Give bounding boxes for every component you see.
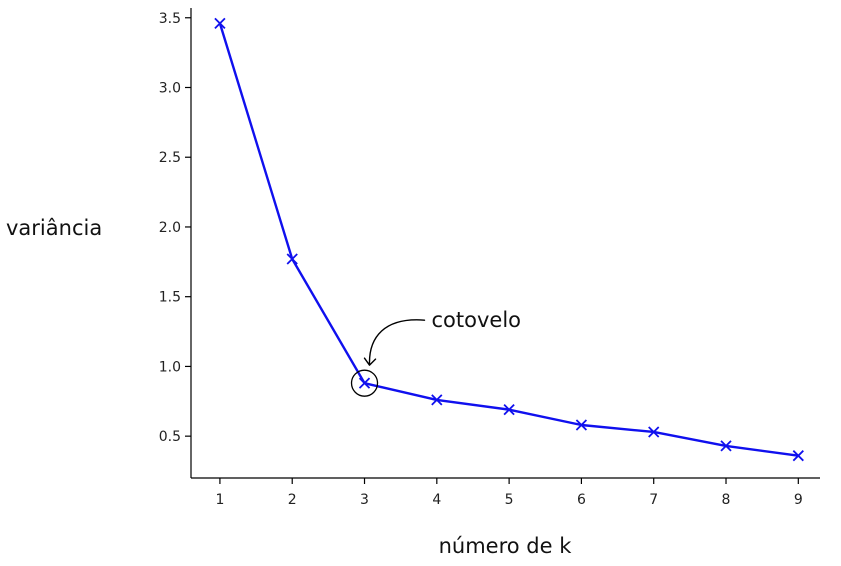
y-tick-label: 1.5: [159, 290, 181, 306]
y-tick-label: 3.0: [159, 80, 181, 96]
x-tick-label: 8: [722, 492, 731, 508]
y-tick-label: 0.5: [159, 429, 181, 445]
elbow-highlight-circle: [350, 369, 379, 397]
x-ticks: 1 2 3 4 5 6 7 8 9: [215, 478, 803, 508]
x-tick-label: 7: [649, 492, 658, 508]
data-point-marker: [575, 419, 588, 431]
x-axis-title: número de k: [439, 534, 573, 558]
x-tick-label: 4: [432, 492, 441, 508]
x-tick-label: 1: [215, 492, 224, 508]
series-markers: [214, 17, 804, 462]
series-line: [218, 22, 799, 457]
data-point-marker: [358, 377, 371, 389]
data-point-marker: [792, 450, 804, 462]
data-point-marker: [286, 253, 298, 265]
annotation-label: cotovelo: [432, 308, 522, 332]
x-tick-label: 6: [577, 492, 586, 508]
data-point-marker: [431, 394, 443, 406]
y-tick-label: 3.5: [159, 11, 181, 27]
data-point-marker: [720, 440, 732, 452]
y-tick-label: 1.0: [159, 359, 181, 375]
y-axis-title: variância: [6, 216, 102, 240]
data-point-marker: [214, 17, 226, 29]
data-point-marker: [503, 404, 515, 416]
x-tick-label: 3: [360, 492, 369, 508]
x-tick-label: 9: [794, 492, 803, 508]
x-tick-label: 5: [505, 492, 514, 508]
y-ticks: 0.5 1.0 1.5 2.0 2.5 3.0 3.5: [159, 11, 191, 445]
annotation-arrow: [363, 319, 426, 366]
data-point-marker: [648, 426, 660, 438]
x-tick-label: 2: [288, 492, 297, 508]
y-tick-label: 2.5: [159, 150, 181, 166]
y-tick-label: 2.0: [159, 220, 181, 236]
